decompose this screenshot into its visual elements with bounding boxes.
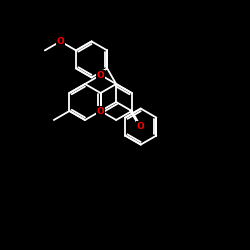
Text: O: O bbox=[97, 106, 104, 116]
Text: O: O bbox=[137, 122, 145, 131]
Text: O: O bbox=[97, 70, 104, 80]
Text: O: O bbox=[56, 37, 64, 46]
